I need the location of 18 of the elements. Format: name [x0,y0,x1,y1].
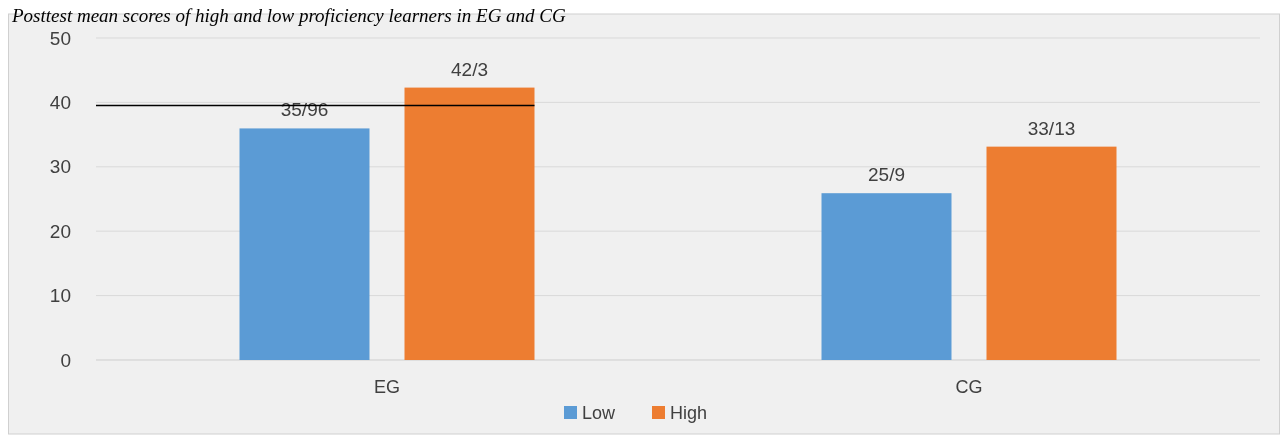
y-tick-label: 20 [49,220,71,242]
y-tick-label: 0 [60,349,71,371]
data-label: 33/13 [1027,117,1076,139]
chart-title: Posttest mean scores of high and low proficiency learners in EG and CG [11,5,567,26]
legend-label: Low [582,403,617,424]
x-tick-label: EG [373,377,401,397]
y-tick-label: 40 [49,92,71,114]
data-label: 25/9 [868,164,905,186]
bar [821,193,952,360]
x-tick-label: CG [955,377,983,397]
bar [986,146,1117,360]
data-label: 42/3 [451,58,488,80]
y-tick-label: 50 [49,27,71,49]
bar [404,87,535,360]
y-tick-label: 30 [49,156,71,178]
legend-label: High [670,403,708,424]
y-tick-label: 10 [49,285,71,307]
bar [239,128,370,360]
